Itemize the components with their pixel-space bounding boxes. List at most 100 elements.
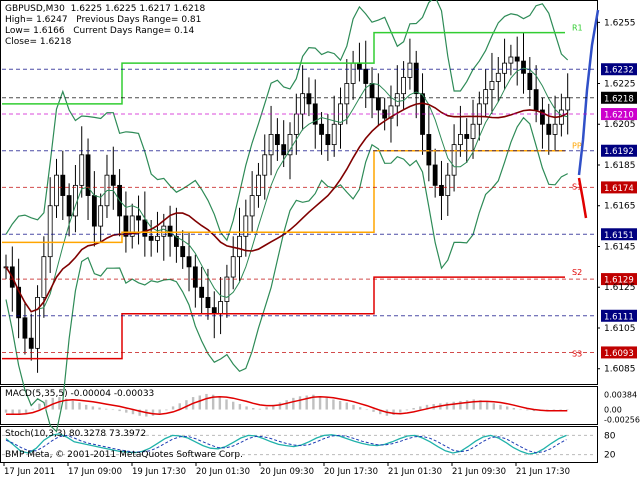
candle-body (306, 93, 312, 105)
header-line-4: Close= 1.6218 (5, 37, 71, 48)
macd-histogram-bar (559, 409, 562, 411)
low-label: Low= 1.6166 (5, 26, 65, 36)
candle-body (464, 134, 470, 139)
candle (54, 158, 59, 218)
candle (426, 105, 432, 182)
x-tick-label: 19 Jun 17:30 (132, 467, 186, 477)
candle (451, 124, 457, 192)
candle-body (432, 164, 438, 186)
candle (262, 134, 268, 200)
macd-histogram-bar (205, 393, 208, 410)
stoch-pane[interactable] (0, 426, 598, 463)
stoch-signal-line (5, 434, 567, 454)
macd-tick-label: 0.00384 (604, 391, 637, 400)
macd-histogram-bar (4, 409, 8, 413)
candle-body (300, 93, 306, 115)
candle-body (401, 76, 407, 95)
price-level-label: 1.6232 (604, 66, 634, 76)
price-level-box (601, 309, 637, 322)
candle-body (357, 62, 362, 70)
candle (243, 199, 249, 257)
macd-histogram-bar (245, 406, 248, 410)
y-tick-label: 1.6085 (604, 365, 636, 375)
candle-body (445, 174, 451, 196)
candle (432, 148, 438, 198)
stoch-tick-label: 20 (604, 451, 616, 461)
macd-title: MACD(5,35,5) -0.00004 -0.00033 (5, 389, 155, 399)
macd-histogram-bar (272, 404, 275, 410)
candle-body (237, 235, 242, 258)
macd-histogram-bar (298, 396, 302, 410)
price-level-label: 1.6129 (604, 276, 634, 286)
candle-body (98, 205, 104, 227)
candle-body (243, 215, 249, 237)
candle-body (325, 134, 331, 146)
macd-histogram-bar (218, 397, 222, 410)
candle-body (205, 297, 211, 309)
macd-histogram-bar (459, 400, 462, 410)
copyright-label: BMP Meta, © 2001-2011 MetaQuotes Softwar… (5, 450, 243, 460)
x-tick-label: 20 Jun 09:30 (260, 467, 314, 477)
macd-histogram-bar (405, 409, 409, 411)
macd-histogram-bar (211, 394, 215, 410)
price-level-box (601, 181, 637, 194)
candle (508, 44, 514, 76)
macd-histogram-bar (44, 399, 48, 410)
candle-body (167, 225, 173, 237)
macd-histogram-bar (532, 409, 536, 412)
candle-body (230, 256, 236, 278)
macd-histogram-bar (171, 406, 175, 410)
symbol-label: GBPUSD,M30 (5, 4, 65, 14)
candle (325, 114, 331, 161)
macd-histogram-bar (358, 407, 362, 410)
candle-body (129, 215, 135, 237)
candle-body (35, 297, 40, 349)
candle (180, 230, 186, 269)
macd-histogram-bar (38, 403, 41, 410)
macd-histogram-bar (412, 407, 415, 410)
candle (306, 77, 312, 117)
candle-body (287, 134, 293, 156)
candle (319, 112, 324, 155)
candle-body (483, 89, 489, 105)
macd-histogram-bar (345, 402, 348, 410)
candle-body (224, 276, 230, 302)
candle-body (22, 317, 28, 339)
macd-histogram-bar (64, 398, 68, 410)
candle-body (540, 109, 545, 125)
candle-body (508, 56, 514, 64)
macd-histogram-bar (58, 397, 61, 410)
candle-body (155, 235, 160, 241)
bollinger-lower-line (5, 116, 568, 433)
macd-histogram-bar (312, 394, 315, 410)
y-tick-label: 1.6165 (604, 202, 636, 212)
red-projection-arrow (577, 177, 588, 219)
price-level-box (601, 346, 637, 359)
candle (470, 99, 476, 159)
candle (300, 65, 306, 131)
macd-histogram-bar (278, 402, 282, 410)
macd-histogram-bar (118, 409, 121, 412)
candle (540, 97, 545, 149)
pivot-r1-line (2, 31, 565, 105)
header-line-2: High= 1.6247 Previous Days Range= 0.81 (5, 15, 201, 26)
macd-histogram-bar (111, 409, 115, 411)
macd-histogram-bar (131, 409, 135, 415)
candle-body (281, 144, 287, 156)
candle-body (457, 134, 463, 146)
candle-body (28, 337, 34, 349)
y-tick-label: 1.6205 (604, 120, 636, 130)
macd-histogram-bar (472, 399, 475, 410)
x-tick-label: 17 Jun 2011 (4, 467, 55, 477)
candle (79, 126, 85, 198)
candle-body (495, 72, 501, 82)
candle-body (148, 235, 154, 241)
candle-body (552, 123, 558, 135)
price-level-label: 1.6192 (604, 147, 634, 157)
price-level-label: 1.6174 (604, 184, 634, 194)
macd-histogram-bar (178, 403, 181, 410)
macd-histogram-bar (18, 409, 21, 415)
candle (60, 150, 66, 221)
macd-histogram-bar (485, 401, 489, 410)
